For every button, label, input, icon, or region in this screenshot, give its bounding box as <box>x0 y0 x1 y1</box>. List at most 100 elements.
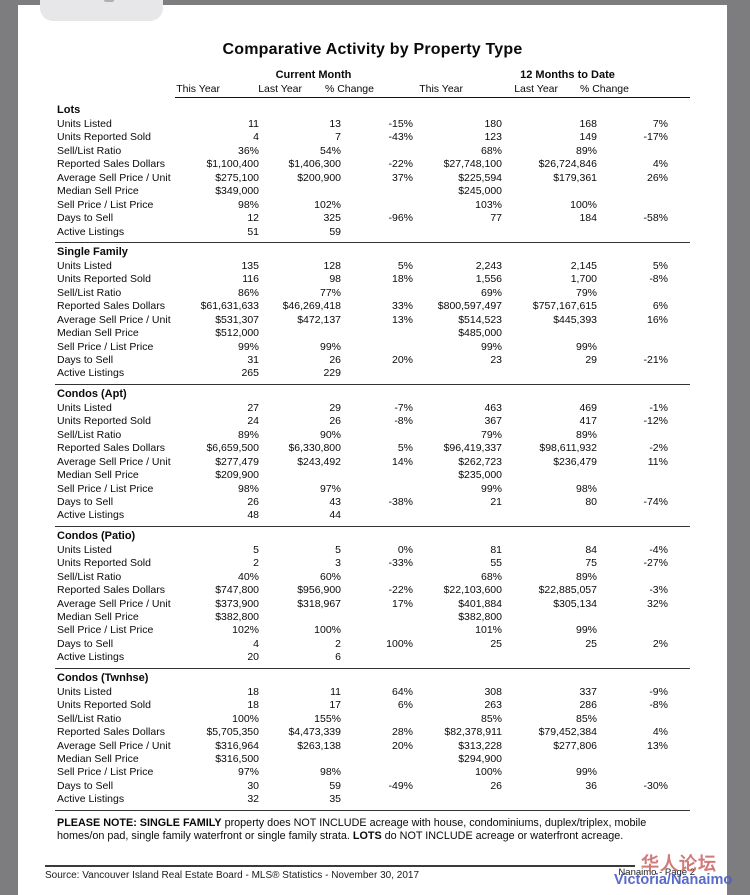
cell: $757,167,615 <box>532 300 597 313</box>
cell: $26,724,846 <box>538 158 597 171</box>
cell: 6 <box>335 651 341 664</box>
cell <box>341 341 413 354</box>
table-row: Average Sell Price / Unit $277,479 $243,… <box>57 456 727 469</box>
cell: 11 <box>248 118 259 130</box>
cell: $262,723 <box>458 455 502 468</box>
table-row: Sell/List Ratio 86% 77% 69% 79% <box>57 287 727 300</box>
header-spacer <box>18 69 190 82</box>
cell: 13% <box>646 739 668 752</box>
table-row: Days to Sell 12 325 -96% 77 184 -58% <box>57 212 727 225</box>
cell: $82,378,911 <box>444 726 502 739</box>
cell: $245,000 <box>458 185 502 198</box>
cell: 68% <box>480 144 502 157</box>
table-row: Median Sell Price $209,900 $235,000 <box>57 469 727 482</box>
section-divider <box>55 809 690 811</box>
row-label: Active Listings <box>57 509 125 522</box>
cell <box>597 571 668 584</box>
cell: 184 <box>579 212 597 225</box>
cell: 40% <box>237 570 259 583</box>
subheader-pct-change-cm: % Change <box>324 83 374 95</box>
row-label: Reported Sales Dollars <box>57 584 165 597</box>
section-title: Lots <box>57 104 81 116</box>
table-row: Sell/List Ratio 89% 90% 79% 89% <box>57 429 727 442</box>
cell: -12% <box>643 415 668 428</box>
table-row: Reported Sales Dollars $5,705,350 $4,473… <box>57 726 727 739</box>
cell: 5 <box>335 543 341 556</box>
cell: -43% <box>388 131 413 144</box>
cell <box>597 713 668 726</box>
cell: 5% <box>397 442 413 455</box>
watermark-chinese-forum: 华人论坛 <box>641 854 717 875</box>
cell: 51 <box>247 225 259 238</box>
table-row: Active Listings 51 59 <box>57 226 727 239</box>
cell: 80 <box>585 495 597 508</box>
row-label: Reported Sales Dollars <box>57 158 165 171</box>
cell: 100% <box>232 712 259 725</box>
table-row: Sell Price / List Price 98% 97% 99% 98% <box>57 483 727 496</box>
cell: 100% <box>475 766 502 779</box>
cell: $27,748,100 <box>443 158 502 171</box>
cell: 44 <box>329 509 341 522</box>
row-label: Median Sell Price <box>57 752 139 765</box>
cell: 102% <box>232 624 259 637</box>
cell: 89% <box>575 570 597 583</box>
row-label: Units Reported Sold <box>57 699 151 712</box>
cell: 20% <box>391 739 413 752</box>
table-row: Units Reported Sold 2 3 -33% 55 75 -27% <box>57 557 727 570</box>
row-label: Average Sell Price / Unit <box>57 739 171 752</box>
cell: 265 <box>241 367 259 380</box>
cell: $98,611,932 <box>539 442 597 455</box>
cell: 16% <box>646 313 668 326</box>
cell: $318,967 <box>297 597 341 610</box>
row-label: Median Sell Price <box>57 469 139 482</box>
cell <box>502 469 597 482</box>
table-row: Active Listings 20 6 <box>57 651 727 664</box>
cell <box>413 226 502 239</box>
row-label: Median Sell Price <box>57 327 139 340</box>
row-label: Units Listed <box>57 118 112 130</box>
cell: 2,243 <box>475 259 502 272</box>
cell <box>413 367 502 380</box>
table-row: Active Listings 265 229 <box>57 367 727 380</box>
cell: $472,137 <box>297 313 341 326</box>
cell: 24 <box>247 415 259 428</box>
cell: -30% <box>643 779 668 792</box>
cell: -2% <box>649 442 668 455</box>
cell: 30 <box>247 779 259 792</box>
source-text: Source: Vancouver Island Real Estate Boa… <box>45 870 420 881</box>
cell: -22% <box>388 158 413 171</box>
property-type-section: Single Family Units Listed 135 128 5% 2,… <box>55 243 727 385</box>
cell: 18% <box>391 273 413 286</box>
cell: 99% <box>237 340 259 353</box>
cell: 5 <box>253 543 259 556</box>
cell: 3 <box>335 557 341 570</box>
footnote-bold-lots: LOTS <box>352 830 382 843</box>
subheader-this-year-ytd: This Year <box>419 83 463 95</box>
table-row: Units Listed 5 5 0% 81 84 -4% <box>57 544 727 557</box>
cell: 79% <box>480 428 502 441</box>
cell: $531,307 <box>215 313 259 326</box>
property-type-section: Lots Units Listed 11 13 -15% 180 168 7% … <box>55 101 727 243</box>
cell: $514,523 <box>458 313 502 326</box>
cell: 463 <box>484 401 502 414</box>
cell <box>259 753 341 766</box>
table-row: Units Listed 18 11 64% 308 337 -9% <box>57 686 727 699</box>
subheader-last-year-ytd: Last Year <box>514 83 558 95</box>
cell: $22,885,057 <box>538 584 597 597</box>
viewer-tab[interactable] <box>40 0 163 21</box>
row-label: Active Listings <box>57 793 125 806</box>
cell <box>502 509 597 522</box>
cell: $485,000 <box>458 327 502 340</box>
row-label: Sell Price / List Price <box>57 198 154 211</box>
cell: 7% <box>652 118 668 130</box>
section-divider <box>55 241 690 243</box>
table-row: Sell/List Ratio 40% 60% 68% 89% <box>57 571 727 584</box>
table-row: Days to Sell 4 2 100% 25 25 2% <box>57 638 727 651</box>
cell: 155% <box>314 712 341 725</box>
cell: 4% <box>652 726 668 739</box>
cell: 18 <box>247 699 259 712</box>
cell: -58% <box>643 212 668 225</box>
cell <box>341 571 413 584</box>
cell: $6,330,800 <box>288 442 341 455</box>
section-title: Single Family <box>57 245 128 258</box>
